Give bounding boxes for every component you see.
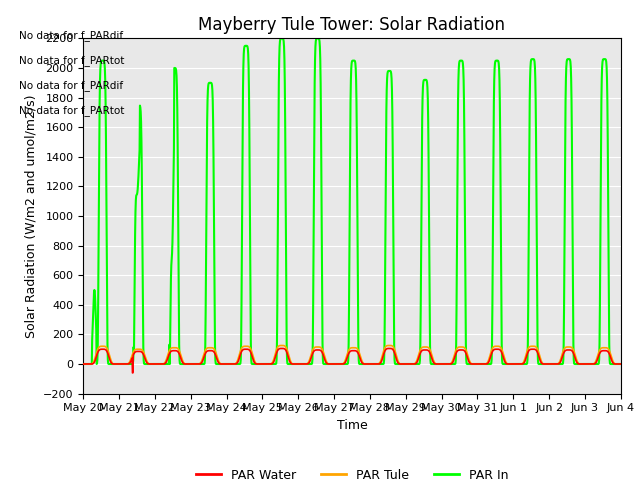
Text: No data for f_PARtot: No data for f_PARtot [19,105,124,116]
Y-axis label: Solar Radiation (W/m2 and umol/m2/s): Solar Radiation (W/m2 and umol/m2/s) [24,94,37,338]
PAR Tule [435,361,443,367]
PAR In [186,361,193,367]
Line: PAR In: PAR In [83,38,620,364]
PAR Water [259,361,267,367]
Line: PAR Water: PAR Water [83,348,620,373]
PAR Tule [199,355,207,361]
PAR Tule [506,361,513,367]
PAR Water [616,361,624,367]
PAR Water [506,361,514,367]
PAR In [79,361,87,367]
PAR In [435,361,443,367]
PAR In [199,361,207,367]
Text: No data for f_PARtot: No data for f_PARtot [19,55,124,66]
PAR Tule [186,361,193,367]
PAR Water [129,370,136,376]
PAR Tule [259,361,267,367]
Line: PAR Tule: PAR Tule [83,346,620,364]
PAR In [278,36,285,41]
PAR Tule [616,361,624,367]
Text: No data for f_PARdif: No data for f_PARdif [19,80,123,91]
PAR Tule [278,343,285,348]
PAR Tule [79,361,87,367]
PAR Water [436,361,444,367]
PAR Water [554,361,561,367]
PAR Water [278,346,285,351]
X-axis label: Time: Time [337,419,367,432]
PAR Water [79,361,87,367]
Legend: PAR Water, PAR Tule, PAR In: PAR Water, PAR Tule, PAR In [191,464,513,480]
PAR In [553,361,561,367]
Title: Mayberry Tule Tower: Solar Radiation: Mayberry Tule Tower: Solar Radiation [198,16,506,34]
PAR In [259,361,267,367]
PAR In [616,361,624,367]
PAR Water [199,357,207,363]
PAR In [506,361,513,367]
Text: No data for f_PARdif: No data for f_PARdif [19,30,123,41]
PAR Tule [553,361,561,367]
PAR Water [186,361,194,367]
